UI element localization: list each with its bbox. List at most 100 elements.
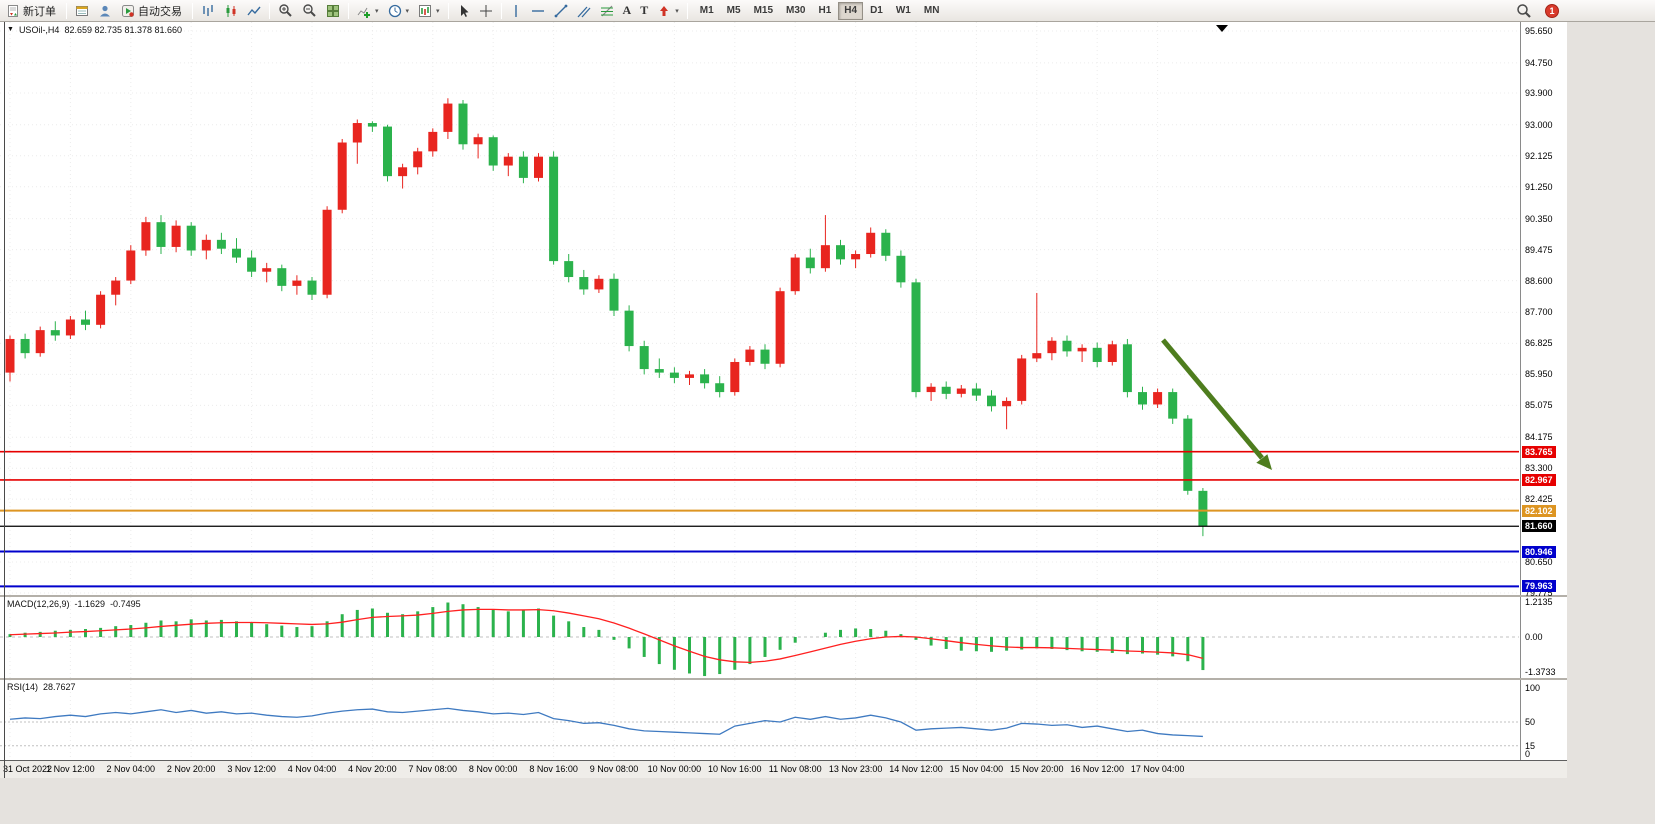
time-axis-label: 17 Nov 04:00 [1130, 764, 1185, 774]
bar-chart-button[interactable] [197, 1, 219, 21]
rsi-label: RSI(14) [7, 682, 39, 692]
price-tag-83.765: 83.765 [1522, 445, 1556, 458]
data-window-button[interactable] [94, 1, 116, 21]
price-axis-label: 89.475 [1525, 244, 1553, 255]
periods-clock-icon [388, 4, 401, 17]
timeframe-M30-button[interactable]: M30 [780, 2, 811, 20]
text-button[interactable]: A [619, 1, 636, 21]
price-axis[interactable]: 95.650 94.750 93.900 93.000 92.125 91.250 90.3… [1520, 22, 1567, 598]
crosshair-button[interactable] [475, 1, 497, 21]
tile-windows-button[interactable] [322, 1, 344, 21]
macd-axis[interactable]: 1.2135 0.00 -1.3733 [1520, 597, 1567, 678]
toolbar-separator [66, 2, 67, 19]
timeframe-M1-button[interactable]: M1 [694, 2, 720, 20]
price-axis-label: 85.950 [1525, 369, 1553, 380]
toolbar-separator [500, 2, 502, 19]
arrows-button[interactable]: ▾ [653, 1, 683, 21]
time-axis-label: 31 Oct 2022 [3, 764, 53, 774]
indicators-icon [357, 7, 370, 18]
time-axis-label: 10 Nov 00:00 [647, 764, 702, 774]
timeframe-toolbar: M1 M5 M15 M30 H1 H4 D1 W1 MN [694, 1, 946, 20]
macd-signal-value: -0.7495 [110, 599, 141, 609]
price-axis-label: 95.650 [1525, 26, 1553, 36]
candlestick-plot[interactable] [0, 22, 1519, 595]
indicators-button[interactable]: ▾ [353, 1, 383, 21]
time-axis-label: 10 Nov 16:00 [708, 764, 762, 774]
fibonacci-button[interactable] [596, 1, 618, 21]
rsi-axis-label: 15 [1525, 740, 1536, 751]
price-axis-label: 87.700 [1525, 307, 1553, 318]
new-order-button[interactable]: 新订单 [2, 1, 62, 21]
arrows-icon [660, 5, 669, 16]
time-axis-label: 13 Nov 23:00 [828, 764, 883, 774]
collapse-triangle-icon[interactable]: ▼ [7, 26, 14, 33]
timeframe-M15-button[interactable]: M15 [748, 2, 779, 20]
timeframe-W1-button[interactable]: W1 [890, 2, 917, 20]
timeframe-H1-button[interactable]: H1 [812, 2, 837, 20]
price-axis-label: 80.650 [1525, 557, 1553, 567]
price-tag-80.946: 80.946 [1522, 545, 1556, 558]
search-button[interactable] [1512, 1, 1536, 21]
vertical-line-icon [514, 4, 517, 17]
trendline-button[interactable] [550, 1, 572, 21]
toolbar-right-group: 1 [1512, 1, 1559, 21]
cursor-button[interactable] [453, 1, 474, 21]
price-axis-label: 85.075 [1525, 400, 1553, 411]
main-chart[interactable]: ▼ USOil-,H4 82.659 82.735 81.378 81.660 … [0, 22, 1567, 598]
timeframe-M5-button[interactable]: M5 [721, 2, 747, 20]
text-label-button[interactable]: T [636, 1, 652, 21]
notification-badge[interactable]: 1 [1545, 4, 1559, 18]
market-watch-button[interactable] [71, 1, 93, 21]
macd-axis-label: 0.00 [1525, 632, 1543, 642]
horizontal-line-icon [531, 9, 544, 12]
price-tag-82.967: 82.967 [1522, 473, 1556, 486]
line-chart-button[interactable] [243, 1, 265, 21]
macd-panel[interactable]: MACD(12,26,9) -1.1629 -0.7495 1.2135 0.00… [0, 595, 1567, 678]
price-axis-label: 90.350 [1525, 213, 1553, 224]
auto-trading-button[interactable]: 自动交易 [117, 1, 188, 21]
templates-button[interactable]: ▾ [414, 1, 444, 21]
zoom-in-button[interactable] [274, 1, 297, 21]
chart-ohlc-header: ▼ USOil-,H4 82.659 82.735 81.378 81.660 [7, 25, 182, 35]
chart-window: ▼ USOil-,H4 82.659 82.735 81.378 81.660 … [0, 22, 1567, 778]
chevron-down-icon: ▾ [405, 7, 410, 15]
price-axis-label: 93.900 [1525, 87, 1553, 98]
chevron-down-icon: ▾ [375, 7, 379, 15]
toolbar-separator [269, 2, 270, 19]
price-axis-label: 86.825 [1525, 338, 1553, 349]
tile-windows-icon [327, 4, 339, 17]
fibonacci-icon [600, 5, 613, 16]
rsi-header: RSI(14) 28.7627 [7, 682, 76, 692]
price-axis-label: 82.425 [1525, 494, 1553, 505]
time-axis[interactable]: 31 Oct 2022 1 Nov 12:00 2 Nov 04:00 2 Nov 2… [0, 760, 1567, 778]
zoom-out-icon [303, 4, 316, 17]
channel-button[interactable] [573, 1, 595, 21]
text-label-icon: T [640, 3, 649, 17]
horizontal-line-button[interactable] [527, 1, 549, 21]
rsi-plot[interactable] [0, 680, 1519, 760]
rsi-axis[interactable]: 100 50 15 0 [1520, 680, 1567, 760]
time-axis-label: 8 Nov 00:00 [468, 764, 518, 774]
market-watch-icon [76, 5, 88, 16]
templates-icon [419, 4, 432, 17]
time-axis-label: 2 Nov 04:00 [106, 764, 156, 774]
price-axis-label: 88.600 [1525, 275, 1553, 286]
rsi-panel[interactable]: RSI(14) 28.7627 100 50 15 0 [0, 678, 1567, 760]
macd-header: MACD(12,26,9) -1.1629 -0.7495 [7, 599, 141, 609]
time-axis-label: 15 Nov 04:00 [949, 764, 1004, 774]
bottom-empty-strip [0, 800, 1655, 824]
periods-button[interactable]: ▾ [384, 1, 414, 21]
line-chart-icon [247, 6, 261, 15]
toolbar-separator [686, 2, 688, 19]
timeframe-D1-button[interactable]: D1 [864, 2, 889, 20]
vertical-line-button[interactable] [506, 1, 526, 21]
candlestick-chart-button[interactable] [220, 1, 242, 21]
timeframe-MN-button[interactable]: MN [918, 2, 946, 20]
time-axis-label: 3 Nov 12:00 [227, 764, 276, 774]
time-axis-label: 2 Nov 20:00 [166, 764, 216, 774]
macd-plot[interactable] [0, 597, 1519, 678]
time-axis-label: 15 Nov 20:00 [1010, 764, 1064, 774]
timeframe-H4-button[interactable]: H4 [838, 1, 864, 20]
zoom-out-button[interactable] [298, 1, 321, 21]
